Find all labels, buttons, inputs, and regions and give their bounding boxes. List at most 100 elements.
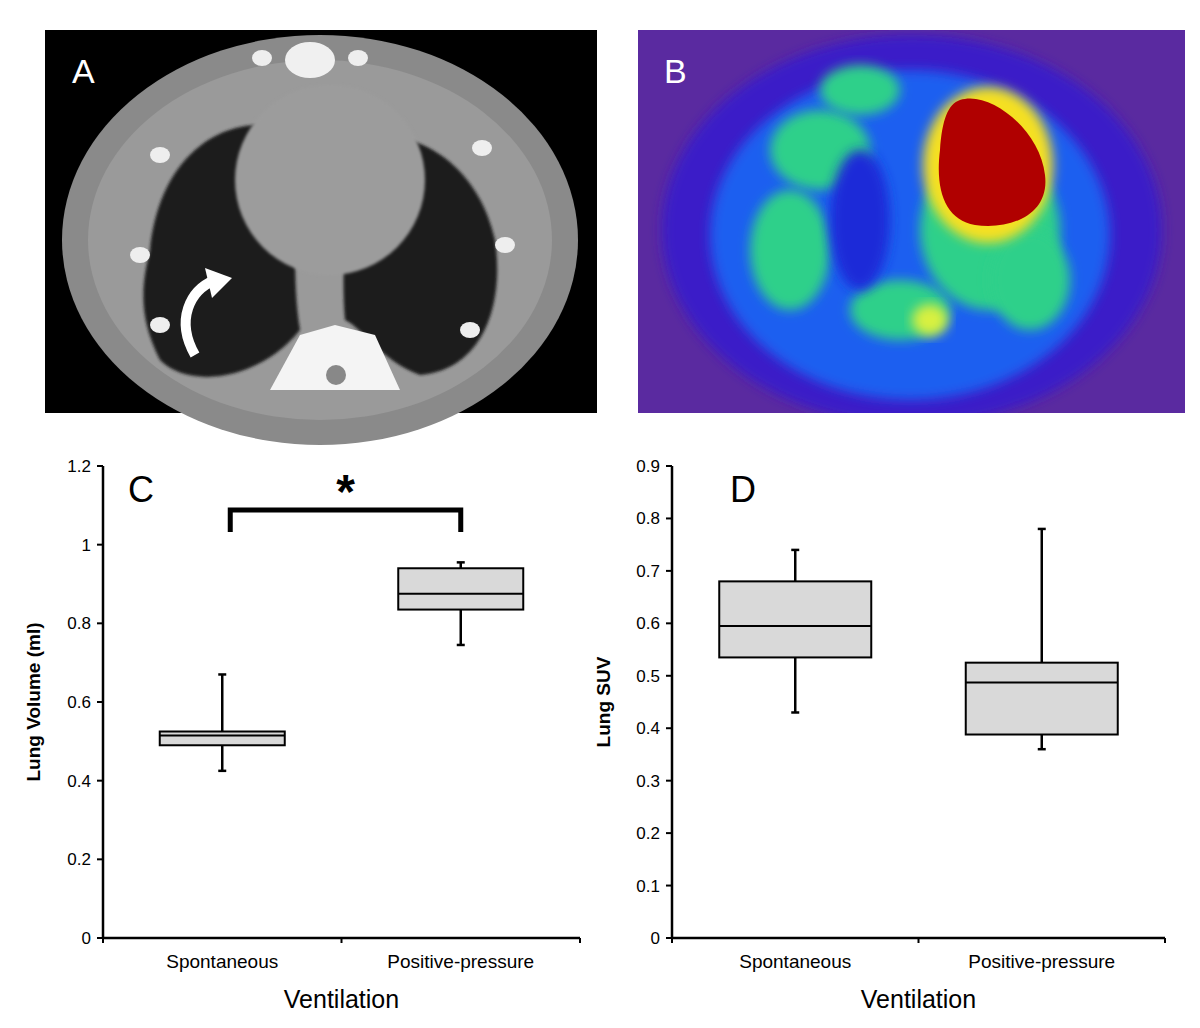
pet-content xyxy=(638,30,1185,413)
panel-label: D xyxy=(730,469,756,510)
x-axis-label: Ventilation xyxy=(284,985,399,1013)
rib xyxy=(460,322,480,338)
y-tick xyxy=(666,832,672,834)
y-tick xyxy=(666,885,672,887)
y-tick xyxy=(666,465,672,467)
upper-whisker xyxy=(794,550,797,581)
lower-whisker xyxy=(221,745,224,771)
y-tick xyxy=(666,622,672,624)
arrow-head xyxy=(205,268,232,298)
box xyxy=(966,663,1118,735)
y-tick-label: 0.9 xyxy=(636,457,660,476)
y-tick-label: 0.2 xyxy=(636,824,660,843)
y-tick-label: 0 xyxy=(82,929,91,948)
y-tick-label: 1.2 xyxy=(67,457,91,476)
uptake-hot xyxy=(912,304,948,336)
y-tick xyxy=(666,780,672,782)
ct-image xyxy=(45,30,597,445)
max-cap xyxy=(457,561,465,564)
box-chart: 00.10.20.30.40.50.60.70.80.9SpontaneousP… xyxy=(593,457,1165,1013)
body xyxy=(662,35,1162,413)
y-tick xyxy=(666,675,672,677)
lower-whisker xyxy=(460,610,463,645)
median xyxy=(719,625,871,627)
y-tick-label: 1 xyxy=(82,536,91,555)
low-uptake xyxy=(830,150,890,290)
y-tick xyxy=(97,937,103,939)
y-tick-label: 0.6 xyxy=(67,693,91,712)
y-tick xyxy=(666,517,672,519)
y-tick-label: 0.8 xyxy=(636,509,660,528)
rib xyxy=(252,50,272,66)
box xyxy=(160,732,285,746)
body-inner xyxy=(710,70,1110,400)
upper-whisker xyxy=(221,674,224,731)
y-tick xyxy=(97,858,103,860)
upper-whisker xyxy=(1041,529,1044,663)
y-tick xyxy=(666,570,672,572)
x-tick xyxy=(918,938,920,943)
box xyxy=(719,581,871,657)
uptake xyxy=(820,65,900,115)
y-tick-label: 0.5 xyxy=(636,667,660,686)
sternum xyxy=(285,42,335,78)
box-chart: 0 0.2 0.4 0.6 0.8 1 1.2 Spontaneous Positive-pre… xyxy=(23,457,580,1013)
rib xyxy=(348,50,368,66)
panel-label: B xyxy=(664,52,687,90)
annotation: * xyxy=(336,465,355,518)
spinal-canal xyxy=(326,365,346,385)
min-cap xyxy=(218,770,226,773)
y-tick-label: 0 xyxy=(651,929,660,948)
max-cap xyxy=(791,549,799,552)
heart-outer xyxy=(923,87,1053,243)
x-tick xyxy=(579,938,581,943)
box xyxy=(398,568,523,609)
lower-whisker xyxy=(794,657,797,712)
y-tick-label: 0.4 xyxy=(636,719,660,738)
rib xyxy=(472,140,492,156)
x-tick-label: Positive-pressure xyxy=(968,951,1115,972)
heart-core xyxy=(939,98,1046,225)
median xyxy=(398,593,523,595)
rib xyxy=(150,317,170,333)
uptake xyxy=(990,230,1070,330)
pet-image xyxy=(638,30,1185,425)
y-tick-label: 0.4 xyxy=(67,772,91,791)
y-tick xyxy=(666,937,672,939)
y-tick-label: 0.1 xyxy=(636,877,660,896)
rib xyxy=(130,247,150,263)
y-tick xyxy=(97,544,103,546)
lower-whisker xyxy=(1041,735,1044,750)
median xyxy=(966,682,1118,684)
median xyxy=(160,734,285,736)
rib xyxy=(150,147,170,163)
y-axis-label: Lung Volume (ml) xyxy=(23,622,44,781)
figure: AB00.20.40.60.811.2SpontaneousPositive-p… xyxy=(0,0,1200,1028)
heart xyxy=(235,85,425,275)
x-tick-label: Positive-pressure xyxy=(387,951,534,972)
y-tick-label: 0.7 xyxy=(636,562,660,581)
min-cap xyxy=(791,711,799,714)
min-cap xyxy=(1038,748,1046,751)
marks xyxy=(160,562,524,770)
y-axis xyxy=(671,466,674,938)
body xyxy=(62,35,578,445)
y-tick xyxy=(97,465,103,467)
x-tick xyxy=(341,938,343,943)
x-tick-label: Spontaneous xyxy=(739,951,851,972)
x-tick xyxy=(1164,938,1166,943)
rib xyxy=(495,237,515,253)
x-tick-label: Spontaneous xyxy=(166,951,278,972)
y-tick-label: 0.2 xyxy=(67,850,91,869)
uptake xyxy=(750,190,830,310)
min-cap xyxy=(457,644,465,647)
max-cap xyxy=(1038,528,1046,531)
spine xyxy=(270,325,400,390)
y-tick-label: 0.8 xyxy=(67,614,91,633)
max-cap xyxy=(218,673,226,676)
x-axis-label: Ventilation xyxy=(861,985,976,1013)
soft-tissue xyxy=(88,60,552,420)
y-tick xyxy=(97,780,103,782)
panel-label: C xyxy=(128,469,154,510)
y-tick xyxy=(666,727,672,729)
